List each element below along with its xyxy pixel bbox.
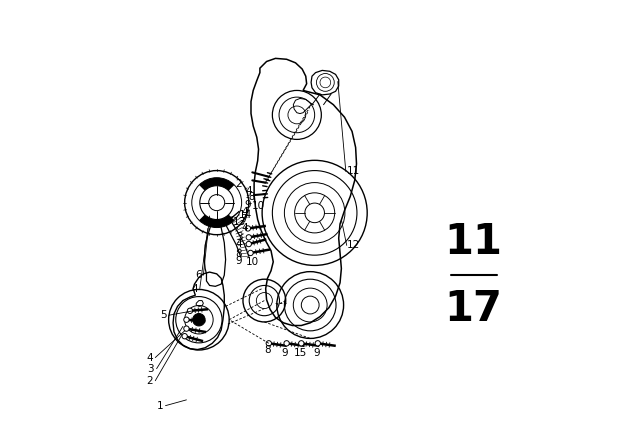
Wedge shape	[199, 178, 234, 191]
Text: 4: 4	[242, 207, 248, 217]
Text: 12: 12	[347, 241, 360, 250]
Wedge shape	[199, 215, 234, 228]
Text: 15: 15	[293, 348, 307, 358]
Circle shape	[246, 235, 252, 240]
Circle shape	[184, 326, 189, 332]
Text: 9: 9	[236, 255, 243, 266]
Circle shape	[184, 317, 189, 323]
Text: 6: 6	[196, 270, 202, 280]
Text: 2: 2	[236, 179, 243, 189]
Text: 3: 3	[147, 364, 154, 374]
Text: 11: 11	[445, 221, 502, 263]
Text: 10: 10	[252, 201, 265, 211]
Text: 14: 14	[239, 210, 252, 220]
Text: 7: 7	[241, 214, 248, 224]
Text: 4: 4	[191, 284, 198, 293]
Text: 4: 4	[147, 353, 153, 362]
Text: 17: 17	[445, 288, 502, 330]
Circle shape	[248, 250, 253, 256]
Text: 2: 2	[147, 376, 153, 386]
Circle shape	[245, 226, 250, 231]
Circle shape	[315, 340, 321, 346]
Circle shape	[266, 340, 271, 346]
Text: 8: 8	[236, 249, 243, 259]
Text: 9: 9	[281, 348, 288, 358]
Text: 5: 5	[160, 310, 166, 320]
Text: 4: 4	[246, 185, 252, 196]
Text: 8: 8	[264, 345, 271, 354]
Text: 4: 4	[236, 239, 243, 249]
Text: 1: 1	[156, 401, 163, 411]
Circle shape	[284, 340, 289, 346]
Text: 13: 13	[232, 217, 246, 227]
Text: 9: 9	[244, 200, 251, 210]
Text: -8: -8	[245, 192, 255, 202]
Circle shape	[246, 241, 252, 247]
Circle shape	[188, 308, 193, 314]
Circle shape	[299, 340, 304, 346]
Circle shape	[182, 333, 188, 339]
Text: 11: 11	[346, 167, 360, 177]
Text: 9: 9	[313, 348, 320, 358]
Text: 3: 3	[236, 233, 243, 242]
Text: 10: 10	[246, 257, 259, 267]
Circle shape	[193, 314, 205, 326]
Text: 4: 4	[242, 223, 248, 233]
